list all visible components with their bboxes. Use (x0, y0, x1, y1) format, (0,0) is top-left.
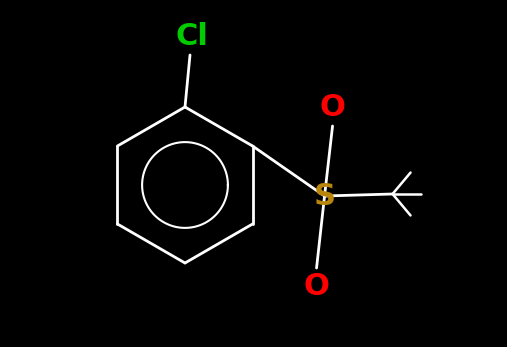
Text: S: S (313, 181, 336, 211)
Text: Cl: Cl (175, 22, 208, 51)
Text: O: O (319, 93, 345, 122)
Text: O: O (304, 272, 330, 301)
